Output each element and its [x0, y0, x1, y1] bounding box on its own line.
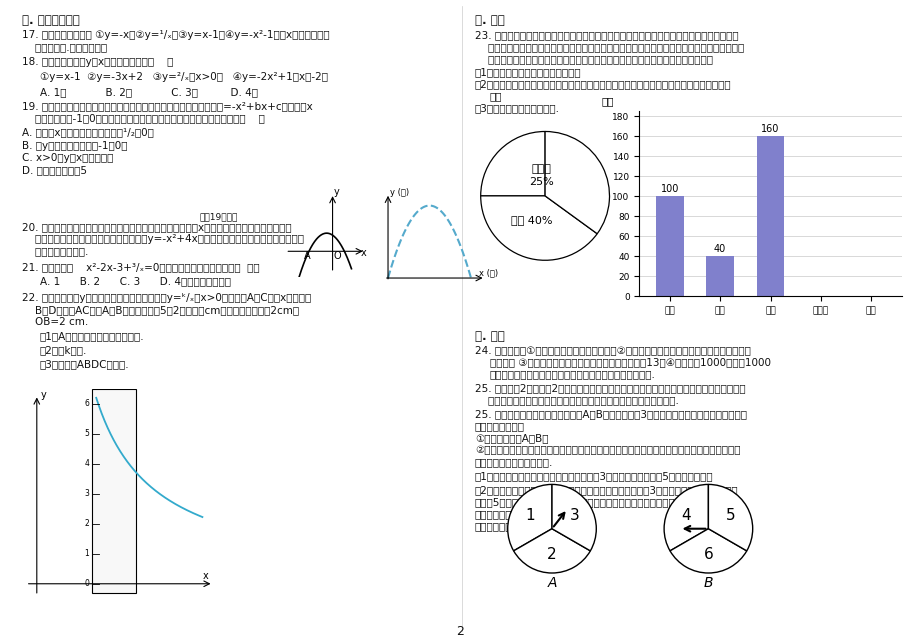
Text: 40: 40 — [713, 244, 725, 254]
Bar — [706, 256, 733, 296]
Text: A. 1      B. 2      C. 3      D. 4（数形结合思想）: A. 1 B. 2 C. 3 D. 4（数形结合思想） — [40, 276, 231, 286]
Text: B: B — [703, 576, 712, 590]
Text: 直到指针指向某一份为止）.: 直到指针指向某一份为止）. — [474, 457, 552, 467]
Text: 100: 100 — [660, 184, 678, 194]
Text: （第19题图）: （第19题图） — [199, 212, 238, 221]
Text: 25%: 25% — [529, 176, 553, 187]
Text: A: A — [547, 576, 556, 590]
Text: 之积为5的倍数时，小亮得3分，这个游戏对双方公平吗？请说明理由：认为不公平的，试: 之积为5的倍数时，小亮得3分，这个游戏对双方公平吗？请说明理由：认为不公平的，试 — [474, 497, 725, 507]
Text: （2）求k的值.: （2）求k的值. — [40, 345, 87, 355]
Text: 所示，规则如下：: 所示，规则如下： — [474, 421, 525, 431]
Text: 2: 2 — [85, 519, 89, 528]
Text: 0: 0 — [85, 579, 89, 588]
Text: x: x — [202, 571, 208, 581]
Text: 19. 小明在做一道二次函数作业时不小心把污染了，只留下已知：函数=-x²+bx+c的图象与x: 19. 小明在做一道二次函数作业时不小心把污染了，只留下已知：函数=-x²+bx… — [22, 101, 312, 111]
Text: 25. 有两个可以自由转动的均匀转盘A，B，都被分成了3等份，并在每份内均标有数字，如图: 25. 有两个可以自由转动的均匀转盘A，B，都被分成了3等份，并在每份内均标有数… — [474, 409, 746, 419]
Text: 次正面向上，其中为随机事件的是＿＿＿＿＿＿（填序号）.: 次正面向上，其中为随机事件的是＿＿＿＿＿＿（填序号）. — [490, 369, 655, 379]
Text: ②两个转盘停止后，将两个指针所指份内的数字相乘（若指针停止在等份线上，那么重转一次，: ②两个转盘停止后，将两个指针所指份内的数字相乘（若指针停止在等份线上，那么重转一… — [474, 445, 740, 455]
Wedge shape — [669, 529, 746, 573]
Text: 5: 5 — [85, 429, 89, 438]
Text: x: x — [360, 248, 367, 257]
Text: A: A — [304, 251, 311, 261]
Text: 或使概率相等: 或使概率相等 — [474, 521, 512, 531]
Wedge shape — [513, 529, 590, 573]
Wedge shape — [708, 484, 752, 551]
Text: 21. 已知：方程    x²-2x-3+³/ₓ=0，则方程的实数根的个数有（  ）个: 21. 已知：方程 x²-2x-3+³/ₓ=0，则方程的实数根的个数有（ ）个 — [22, 262, 259, 272]
Text: O: O — [334, 251, 341, 261]
Text: 课，学生可根据自己的爱好任选其中一项，老师根据学生报名情况进行了统计，并绘制了右边: 课，学生可根据自己的爱好任选其中一项，老师根据学生报名情况进行了统计，并绘制了右… — [474, 42, 743, 52]
Text: y: y — [334, 187, 339, 197]
Text: 尚未完成的扇形统计图和频数分布直方图，请你结合图中的信息，解答下列问题：: 尚未完成的扇形统计图和频数分布直方图，请你结合图中的信息，解答下列问题： — [474, 54, 712, 64]
Text: 有＿＿＿＿.（填写序号）: 有＿＿＿＿.（填写序号） — [22, 42, 107, 52]
Text: （1）用列表法或树状图分别求出数字之积为3的倍数和数字之积为5的倍数的概率：: （1）用列表法或树状图分别求出数字之积为3的倍数和数字之积为5的倍数的概率： — [474, 471, 713, 481]
Text: 2: 2 — [547, 547, 556, 562]
Wedge shape — [507, 484, 551, 551]
Wedge shape — [664, 484, 708, 551]
Text: A. 图象与x轴另一个交点坐标为（¹/₂，0）: A. 图象与x轴另一个交点坐标为（¹/₂，0） — [22, 127, 153, 137]
Text: （2）小明和小亮用这两个转盘做游戏，他们规定：数字之积为3的倍数时，小明得2分；数字: （2）小明和小亮用这两个转盘做游戏，他们规定：数字之积为3的倍数时，小明得2分；… — [474, 485, 738, 495]
Text: 四. 函数及其图像: 四. 函数及其图像 — [22, 14, 80, 27]
Text: ①y=x-1  ②y=-3x+2   ③y=²/ₓ（x>0）   ④y=-2x²+1（x＜-2）: ①y=x-1 ②y=-3x+2 ③y=²/ₓ（x>0） ④y=-2x²+1（x＜… — [40, 72, 328, 82]
Text: （3）将两个统计图补充完整.: （3）将两个统计图补充完整. — [474, 103, 560, 113]
Text: OB=2 cm.: OB=2 cm. — [22, 317, 88, 327]
Text: C. x>0时y随x增大而减小: C. x>0时y随x增大而减小 — [22, 153, 113, 163]
Text: 3: 3 — [85, 489, 89, 498]
Wedge shape — [480, 196, 596, 261]
Text: （3）求梯形ABDC的面积.: （3）求梯形ABDC的面积. — [40, 359, 130, 369]
Wedge shape — [544, 131, 608, 234]
Text: 25. 袋中装有2个红球和2个白球，它们除了颜色外都相同，随机从中摸出一球，记下颜色后不: 25. 袋中装有2个红球和2个白球，它们除了颜色外都相同，随机从中摸出一球，记下… — [474, 383, 744, 393]
Text: （2）从表中可知选羽毛球的学生有多少人？选排球和篮球的人数分别占报名总人数的百分之: （2）从表中可知选羽毛球的学生有多少人？选排球和篮球的人数分别占报名总人数的百分… — [474, 79, 731, 89]
Text: 23. 某学校为了学生的身体健康，每天开展体育活动一小时，开设排球、篮球、羽毛球、体操: 23. 某学校为了学生的身体健康，每天开展体育活动一小时，开设排球、篮球、羽毛球… — [474, 30, 738, 40]
Text: 六. 概率: 六. 概率 — [474, 330, 505, 343]
Text: 22. 如图，平行于y轴的直尺（一部分）与双曲线y=ᵏ/ₓ（x>0）交于点A，C，与x轴交于点: 22. 如图，平行于y轴的直尺（一部分）与双曲线y=ᵏ/ₓ（x>0）交于点A，C… — [22, 293, 311, 303]
Text: 20. 某广场有一喷水池，水从地面喷出，如图，以水平地面为x轴，出水点为原点，建立平面直: 20. 某广场有一喷水池，水从地面喷出，如图，以水平地面为x轴，出水点为原点，建… — [22, 222, 291, 232]
Bar — [655, 196, 683, 296]
Text: 修改得分规定，使游戏对双方公平.: 修改得分规定，使游戏对双方公平. — [474, 509, 572, 519]
Text: y: y — [40, 390, 46, 399]
Wedge shape — [481, 131, 544, 196]
Text: 大高度是＿＿＿米.: 大高度是＿＿＿米. — [22, 246, 88, 256]
Text: 五. 统计: 五. 统计 — [474, 14, 505, 27]
Text: 羽毛球: 羽毛球 — [531, 164, 551, 174]
Text: 17. 下列函数的图象中 ①y=-x，②y=¹/ₓ，③y=x-1，④y=-x²-1，与x轴没有交点的: 17. 下列函数的图象中 ①y=-x，②y=¹/ₓ，③y=x-1，④y=-x²-… — [22, 30, 329, 40]
Text: 2: 2 — [456, 625, 463, 637]
Text: x (米): x (米) — [479, 268, 498, 277]
Text: 角坐标系，水在空中划出的曲线是抛物线y=-x²+4x（单位：米）的一部分，则水喷出的最: 角坐标系，水在空中划出的曲线是抛物线y=-x²+4x（单位：米）的一部分，则水喷… — [22, 234, 303, 244]
Text: 6: 6 — [85, 399, 89, 408]
Text: 恰是白球 ③两次抛掷正方体骰子，掷得的数字之和小于13；④抛掷硬币1000次，第1000: 恰是白球 ③两次抛掷正方体骰子，掷得的数字之和小于13；④抛掷硬币1000次，第… — [490, 357, 770, 367]
Bar — [755, 136, 784, 296]
Text: B. 与y轴的交点坐标为（-1，0）: B. 与y轴的交点坐标为（-1，0） — [22, 141, 128, 151]
Text: 18. 下列各函数中，y随x增大而增大的有（    ）: 18. 下列各函数中，y随x增大而增大的有（ ） — [22, 57, 173, 67]
Wedge shape — [551, 484, 596, 551]
Text: 6: 6 — [703, 547, 712, 562]
Text: 1: 1 — [85, 549, 89, 558]
Text: （1）该校学生报名总人数有多少人？: （1）该校学生报名总人数有多少人？ — [474, 67, 581, 77]
Text: B，D，连结AC，点A，B的刻度分别为5，2（单位：cm），直尺的宽度为2cm，: B，D，连结AC，点A，B的刻度分别为5，2（单位：cm），直尺的宽度为2cm， — [22, 305, 299, 315]
Text: ①分别转动转盘A，B；: ①分别转动转盘A，B； — [474, 433, 548, 443]
Bar — [92, 389, 136, 593]
Text: 5: 5 — [725, 508, 734, 524]
Text: 体操 40%: 体操 40% — [511, 215, 552, 225]
Text: 3: 3 — [569, 508, 578, 524]
Text: 1: 1 — [525, 508, 534, 524]
Text: 160: 160 — [761, 124, 778, 134]
Text: A. 1个            B. 2个            C. 3个          D. 4个: A. 1个 B. 2个 C. 3个 D. 4个 — [40, 87, 257, 97]
Text: 24. 下列事件：①打开电视机，它正在播广告；②从一只装有红球的口袋中，任意摸出一个球，: 24. 下列事件：①打开电视机，它正在播广告；②从一只装有红球的口袋中，任意摸出… — [474, 345, 750, 355]
Y-axis label: 人数: 人数 — [601, 96, 614, 106]
Text: 放回袋中，再随机摸出一球，则两次都摸到红球的概率是＿＿＿＿＿.: 放回袋中，再随机摸出一球，则两次都摸到红球的概率是＿＿＿＿＿. — [474, 395, 678, 405]
Text: 4: 4 — [681, 508, 690, 524]
Text: （1）A点坐标为＿＿＿＿＿＿＿＿.: （1）A点坐标为＿＿＿＿＿＿＿＿. — [40, 331, 144, 341]
Text: 4: 4 — [85, 459, 89, 468]
Text: D. 函数的最大值为5: D. 函数的最大值为5 — [22, 165, 87, 175]
Text: 几？: 几？ — [490, 91, 502, 101]
Text: y (米): y (米) — [390, 188, 408, 197]
Text: 轴相交于点（-1，0）和部分图形（如图所示）。下列结论可能正确的是（    ）: 轴相交于点（-1，0）和部分图形（如图所示）。下列结论可能正确的是（ ） — [22, 113, 265, 123]
